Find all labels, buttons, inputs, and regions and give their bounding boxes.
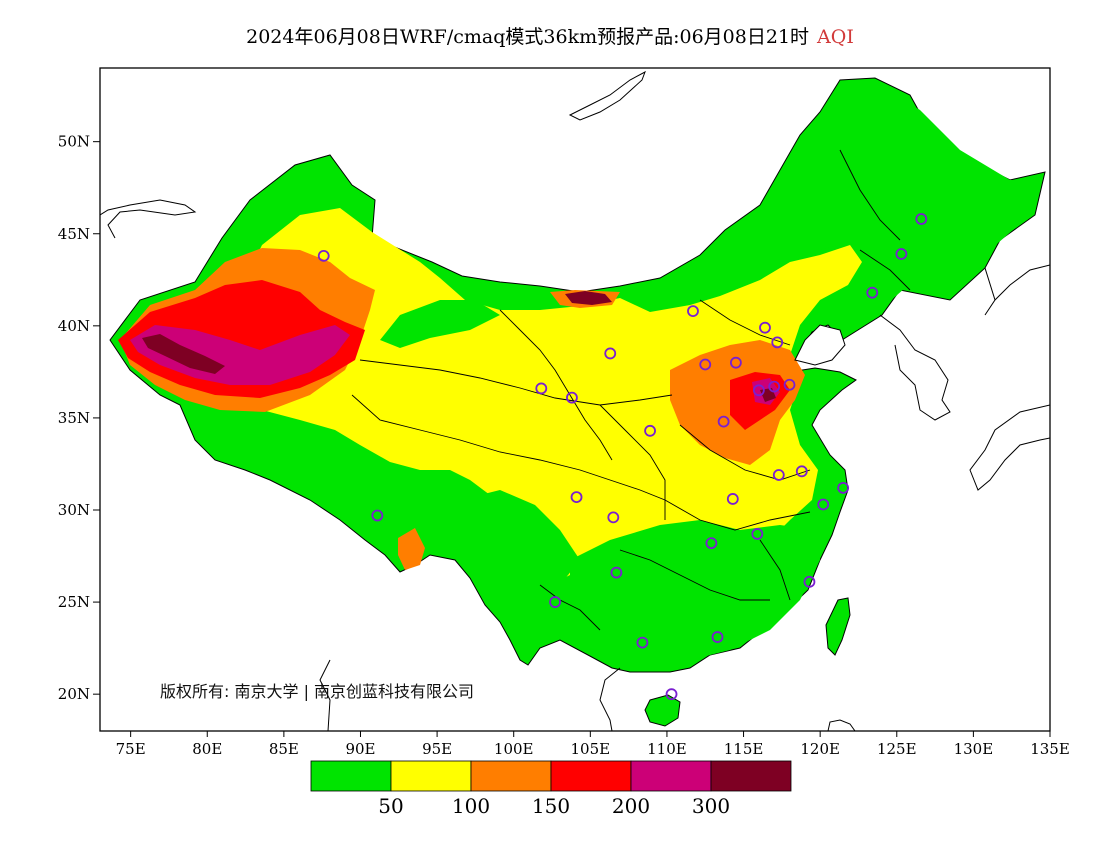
baikal-lake — [568, 70, 646, 121]
y-tick-label: 35N — [58, 409, 90, 427]
taiwan-island — [825, 597, 851, 656]
korea-coast — [879, 314, 951, 421]
station-marker — [817, 498, 830, 511]
x-tick-label: 135E — [1030, 740, 1070, 758]
x-tick-label: 120E — [800, 740, 840, 758]
station-marker — [783, 378, 796, 391]
y-axis: 50N 45N 40N 35N 30N 25N 20N — [58, 133, 100, 703]
x-tick-label: 105E — [571, 740, 611, 758]
bohai-sea — [794, 324, 846, 366]
y-tick-label: 40N — [58, 317, 90, 335]
station-marker — [895, 248, 908, 260]
station-marker — [768, 380, 781, 393]
station-marker — [699, 358, 712, 371]
legend-swatch — [710, 760, 792, 792]
station-marker — [795, 465, 808, 478]
zone-usg-tibet — [398, 528, 425, 570]
legend-label: 300 — [692, 794, 730, 818]
station-marker — [371, 509, 384, 522]
zone-hazardous-west — [142, 334, 225, 374]
caspian-coast — [100, 199, 197, 239]
station-marker — [726, 493, 739, 505]
station-marker — [604, 347, 617, 360]
y-tick-label: 25N — [58, 593, 90, 611]
station-marker — [803, 575, 816, 588]
station-marker — [607, 511, 620, 524]
station-marker — [729, 356, 742, 369]
station-marker — [711, 631, 724, 643]
zone-green-northeast — [780, 85, 1040, 310]
station-marker — [751, 528, 764, 540]
title-product: AQI — [817, 26, 854, 48]
luzon-coast — [827, 719, 856, 731]
station-marker — [866, 286, 879, 299]
x-tick-label: 130E — [954, 740, 994, 758]
legend-label: 150 — [532, 794, 570, 818]
legend-label: 100 — [452, 794, 490, 818]
x-tick-label: 85E — [269, 740, 299, 758]
map-title: 2024年06月08日WRF/cmaq模式36km预报产品:06月08日21时 A… — [0, 22, 1100, 49]
legend-swatch — [470, 760, 552, 792]
x-axis: 75E 80E 85E 90E 95E 100E 105E 110E 115E 120E 125E 1… — [116, 731, 1070, 758]
indochina-coast — [319, 659, 621, 731]
station-marker — [915, 213, 928, 225]
y-tick-label: 30N — [58, 501, 90, 519]
legend-swatch — [550, 760, 632, 792]
map-area: 版权所有: 南京大学 | 南京创蓝科技有限公司 — [100, 68, 1050, 731]
copyright-text: 版权所有: 南京大学 | 南京创蓝科技有限公司 — [160, 682, 474, 701]
station-marker — [535, 382, 548, 395]
zone-very-unhealthy-west — [130, 325, 350, 385]
x-tick-label: 75E — [116, 740, 146, 758]
legend-label: 200 — [612, 794, 650, 818]
zone-green-northcentral — [380, 300, 500, 348]
x-tick-label: 90E — [345, 740, 375, 758]
x-tick-label: 125E — [877, 740, 917, 758]
station-marker — [644, 424, 656, 437]
x-tick-label: 100E — [494, 740, 534, 758]
zone-hazardous-north — [565, 291, 612, 305]
station-marker — [636, 636, 649, 649]
station-marker — [317, 249, 330, 262]
station-marker — [549, 596, 561, 608]
station-markers — [317, 213, 928, 701]
station-marker — [717, 415, 730, 428]
station-marker — [566, 391, 578, 404]
x-tick-label: 80E — [192, 740, 222, 758]
japan-coast — [969, 264, 1050, 491]
legend-swatch — [390, 760, 472, 792]
zone-green-southwest — [455, 490, 580, 610]
legend: 50 100 150 200 300 — [310, 760, 792, 818]
map-frame — [99, 67, 1051, 732]
x-tick-label: 95E — [422, 740, 452, 758]
hainan-island — [644, 694, 681, 727]
station-marker — [570, 491, 583, 504]
station-marker — [665, 688, 678, 701]
y-tick-label: 50N — [58, 133, 90, 151]
y-tick-label: 45N — [58, 225, 90, 243]
province-borders — [351, 149, 911, 631]
legend-label: 50 — [378, 794, 403, 818]
station-marker — [772, 469, 785, 481]
zone-green-south — [570, 520, 820, 668]
station-marker — [687, 305, 699, 318]
legend-swatch — [310, 760, 392, 792]
russia-coast — [984, 267, 996, 301]
station-marker — [752, 384, 765, 397]
x-tick-label: 110E — [647, 740, 687, 758]
station-marker — [705, 537, 718, 550]
station-marker — [771, 336, 784, 349]
y-tick-label: 20N — [58, 685, 90, 703]
station-marker — [759, 321, 771, 334]
x-tick-label: 115E — [724, 740, 764, 758]
legend-swatch — [630, 760, 712, 792]
station-marker — [610, 566, 623, 579]
title-main: 2024年06月08日WRF/cmaq模式36km预报产品:06月08日21时 — [246, 26, 810, 48]
station-marker — [837, 481, 850, 494]
